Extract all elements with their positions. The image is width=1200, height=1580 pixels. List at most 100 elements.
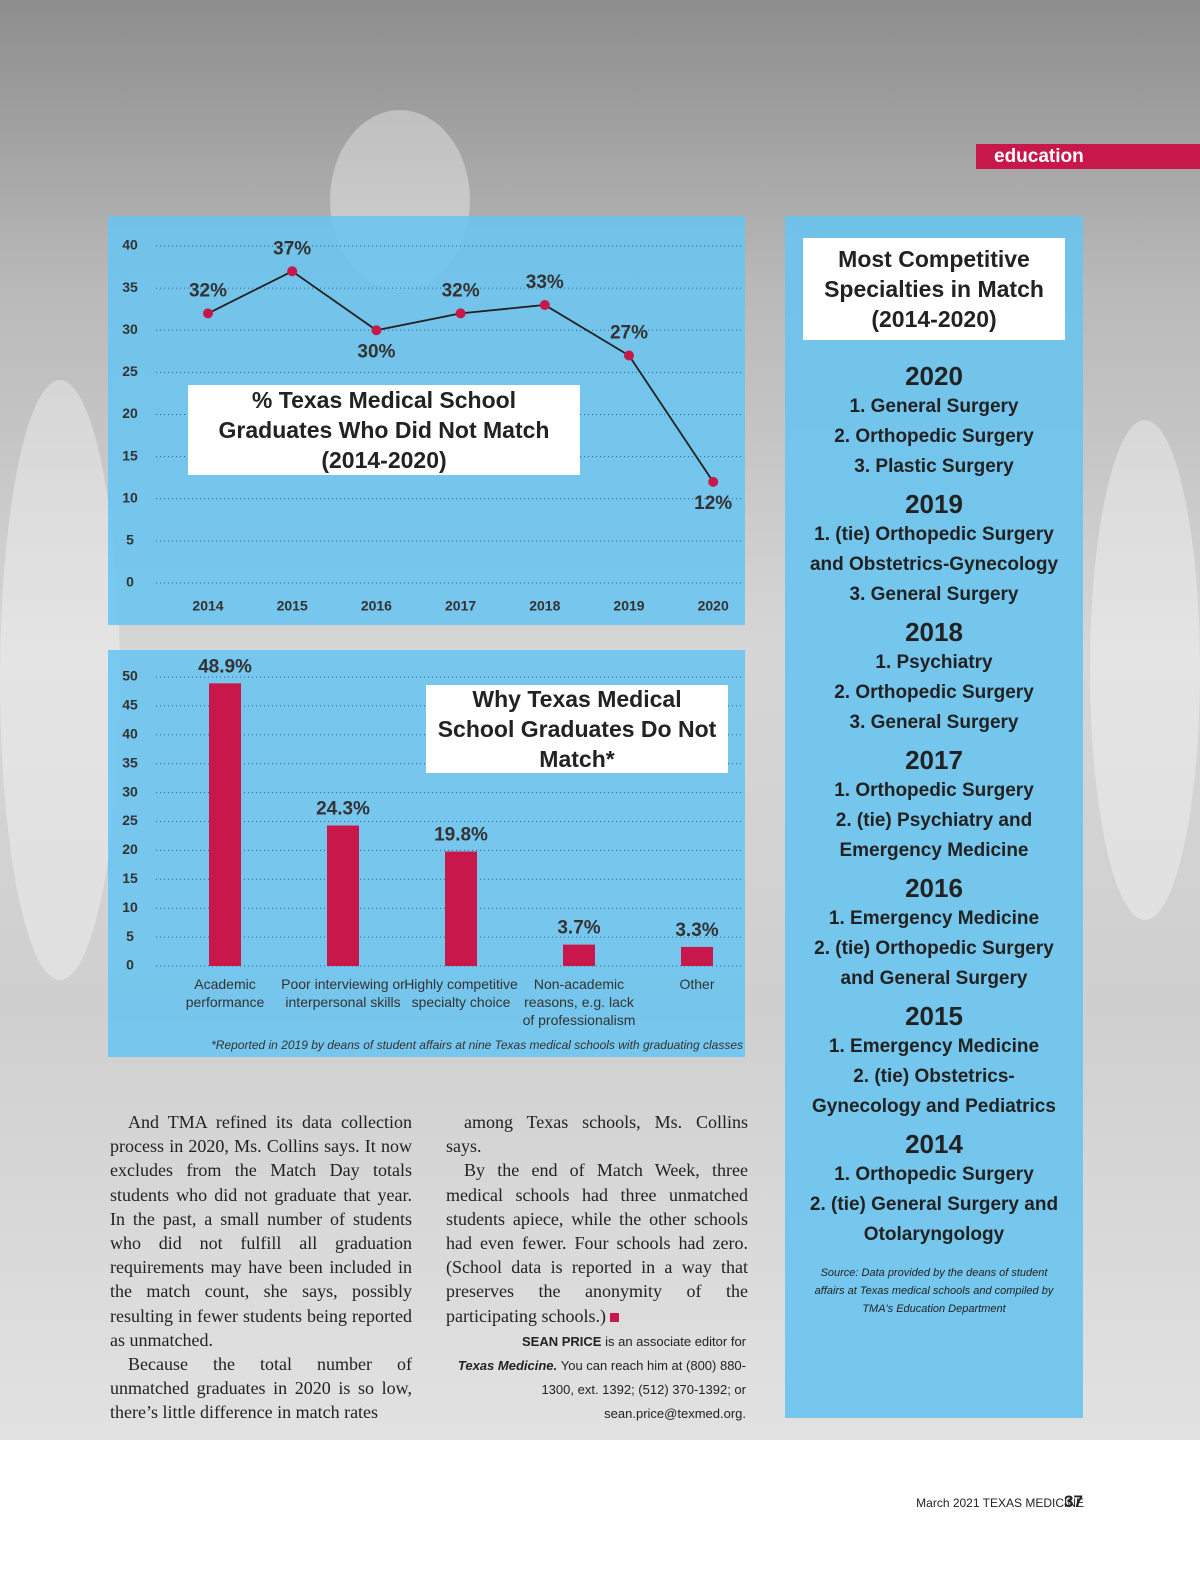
specialty: 2. (tie) Orthopedic Surgery bbox=[814, 938, 1054, 959]
footer-issue: March 2021 TEXAS MEDICINE bbox=[916, 1496, 1084, 1510]
end-mark bbox=[609, 1312, 619, 1322]
article-column: And TMA refined its data collection proc… bbox=[110, 1110, 412, 1425]
value-label: 48.9% bbox=[198, 656, 252, 677]
line-chart-panel: 0 5 10 15 20 25 30 35 40 32% 2014 37% 2015 30% 2016 32%… bbox=[108, 216, 745, 625]
author-name: SEAN PRICE bbox=[522, 1334, 602, 1349]
year-heading: 2017 bbox=[905, 745, 963, 775]
specialty: 1. Orthopedic Surgery bbox=[834, 1164, 1034, 1185]
specialty: and Obstetrics-Gynecology bbox=[809, 554, 1059, 575]
data-point bbox=[203, 308, 213, 319]
x-tick-label: Other bbox=[679, 976, 715, 992]
value-label: 27% bbox=[610, 323, 648, 344]
year-heading: 2015 bbox=[905, 1001, 963, 1031]
x-tick-label: 2014 bbox=[192, 598, 223, 614]
year-heading: 2014 bbox=[905, 1129, 963, 1159]
paragraph: among Texas schools, Ms. Collins says. bbox=[446, 1112, 748, 1157]
y-tick-label: 0 bbox=[126, 574, 134, 590]
y-tick-label: 20 bbox=[122, 841, 138, 857]
y-tick-label: 30 bbox=[122, 783, 138, 799]
specialty: 1. Psychiatry bbox=[875, 652, 993, 673]
year-heading: 2016 bbox=[905, 873, 963, 903]
specialty: and General Surgery bbox=[840, 968, 1028, 989]
specialty: 2. (tie) Obstetrics- bbox=[853, 1066, 1015, 1087]
specialty: Gynecology and Pediatrics bbox=[812, 1096, 1056, 1117]
paragraph: By the end of Match Week, three medical … bbox=[446, 1160, 748, 1326]
value-label: 3.7% bbox=[557, 918, 600, 939]
x-tick-label: 2020 bbox=[698, 598, 729, 614]
value-label: 19.8% bbox=[434, 825, 488, 846]
paragraph: Because the total number of unmatched gr… bbox=[110, 1354, 412, 1423]
y-tick-label: 30 bbox=[122, 321, 138, 337]
specialty: 3. General Surgery bbox=[849, 712, 1019, 733]
data-point bbox=[708, 476, 719, 487]
specialty: Otolaryngology bbox=[863, 1224, 1005, 1245]
x-tick-label: 2015 bbox=[277, 598, 308, 614]
year-heading: 2018 bbox=[905, 617, 963, 647]
specialty: 1. (tie) Orthopedic Surgery bbox=[814, 524, 1054, 545]
x-tick-label: Poor interviewing or interpersonal skill… bbox=[281, 976, 405, 1010]
bar bbox=[563, 944, 595, 966]
y-tick-label: 15 bbox=[122, 870, 138, 886]
x-tick-label: Academic performance bbox=[185, 976, 265, 1010]
value-label: 12% bbox=[694, 493, 732, 514]
year-heading: 2019 bbox=[905, 489, 963, 519]
specialty: 3. Plastic Surgery bbox=[854, 456, 1014, 477]
specialty: 1. General Surgery bbox=[849, 396, 1019, 417]
specialty: 2. (tie) General Surgery and bbox=[809, 1194, 1059, 1215]
publication: Texas Medicine. bbox=[457, 1358, 558, 1373]
y-tick-label: 25 bbox=[122, 363, 138, 379]
bar bbox=[445, 851, 477, 966]
specialty: 2. Orthopedic Surgery bbox=[834, 426, 1034, 447]
x-tick-label: 2019 bbox=[613, 598, 644, 614]
chart-title: Why Texas Medical School Graduates Do No… bbox=[426, 685, 728, 773]
page-number: 37 bbox=[1064, 1492, 1083, 1511]
x-tick-label: Non-academic reasons, e.g. lack of profe… bbox=[522, 976, 636, 1028]
sidebar-title: Most Competitive Specialties in Match (2… bbox=[803, 238, 1065, 340]
y-tick-label: 35 bbox=[122, 279, 138, 295]
line-chart: 0 5 10 15 20 25 30 35 40 32% 2014 37% 2015 30% 2016 32%… bbox=[122, 237, 742, 614]
x-tick-label: Highly competitive specialty choice bbox=[404, 976, 518, 1010]
y-tick-label: 25 bbox=[122, 812, 138, 828]
specialty: 1. Emergency Medicine bbox=[828, 1036, 1040, 1057]
paragraph: And TMA refined its data collection proc… bbox=[110, 1112, 412, 1350]
data-point bbox=[539, 299, 550, 310]
y-tick-label: 0 bbox=[126, 957, 134, 973]
value-label: 37% bbox=[273, 238, 311, 259]
year-heading: 2020 bbox=[905, 361, 963, 391]
data-point bbox=[455, 308, 466, 319]
specialty: 2. (tie) Psychiatry and bbox=[835, 810, 1033, 831]
specialty: Emergency Medicine bbox=[839, 840, 1029, 861]
bio-contact: You can reach him at (800) 880-1300, ext… bbox=[541, 1358, 746, 1421]
value-label: 30% bbox=[357, 341, 395, 362]
bar-chart-panel: 0 5 10 15 20 25 30 35 40 45 50 48.9% 24.3% 19.8% 3.7% 3… bbox=[108, 650, 745, 1057]
y-tick-label: 10 bbox=[122, 489, 138, 505]
specialty: 1. Orthopedic Surgery bbox=[834, 780, 1034, 801]
specialty: 2. Orthopedic Surgery bbox=[834, 682, 1034, 703]
y-tick-label: 50 bbox=[122, 668, 138, 684]
article-column: among Texas schools, Ms. Collins says. By… bbox=[446, 1110, 748, 1328]
section-tag: education bbox=[976, 144, 1200, 169]
y-tick-label: 5 bbox=[126, 928, 134, 944]
y-tick-label: 10 bbox=[122, 899, 138, 915]
value-label: 24.3% bbox=[316, 799, 370, 820]
value-label: 33% bbox=[526, 272, 564, 293]
y-tick-label: 40 bbox=[122, 726, 138, 742]
bar bbox=[327, 825, 359, 966]
y-tick-label: 45 bbox=[122, 697, 138, 713]
value-label: 3.3% bbox=[675, 920, 718, 941]
chart-title: % Texas Medical School Graduates Who Did… bbox=[188, 385, 580, 475]
bio-text: is an associate editor for bbox=[605, 1334, 746, 1349]
y-tick-label: 15 bbox=[122, 447, 138, 463]
data-point bbox=[371, 325, 382, 336]
y-tick-label: 35 bbox=[122, 754, 138, 770]
x-tick-label: 2018 bbox=[529, 598, 560, 614]
bar bbox=[209, 683, 241, 966]
source-note: Source: Data provided by the deans of st… bbox=[814, 1267, 1054, 1315]
y-tick-label: 40 bbox=[122, 237, 138, 253]
value-label: 32% bbox=[442, 280, 480, 301]
specialty: 1. Emergency Medicine bbox=[828, 908, 1040, 929]
x-tick-label: 2016 bbox=[361, 598, 392, 614]
y-tick-label: 5 bbox=[126, 532, 134, 548]
author-bio: SEAN PRICE is an associate editor for Te… bbox=[446, 1330, 746, 1426]
